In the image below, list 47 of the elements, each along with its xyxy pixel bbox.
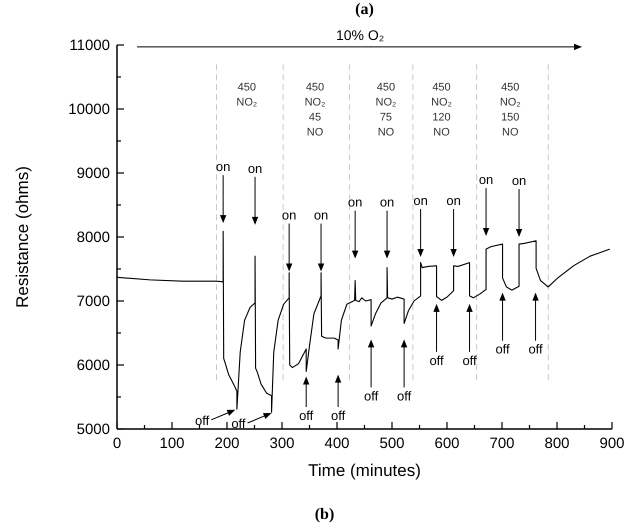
x-tick-label: 900 bbox=[599, 435, 624, 452]
annotation: 450 NO₂ bbox=[236, 81, 258, 108]
y-tick-label: 7000 bbox=[76, 293, 110, 310]
chart-title: (a) bbox=[355, 1, 374, 18]
annotation: off bbox=[495, 342, 510, 357]
y-tick-label: 6000 bbox=[76, 357, 110, 374]
annotation: off bbox=[330, 408, 346, 423]
annotation: 450 NO₂ 45 NO bbox=[304, 81, 326, 138]
annotation: on bbox=[248, 160, 262, 176]
annotation: on bbox=[348, 194, 362, 210]
annotation: on bbox=[413, 193, 428, 208]
x-tick-label: 500 bbox=[379, 435, 405, 452]
x-tick-label: 300 bbox=[269, 435, 295, 452]
x-tick-label: 0 bbox=[112, 435, 122, 452]
annotation: on bbox=[314, 208, 328, 223]
x-tick-label: 400 bbox=[324, 435, 350, 452]
y-axis-title: Resistance (ohms) bbox=[13, 166, 32, 308]
annotation: on bbox=[216, 159, 230, 174]
text: (b) bbox=[314, 506, 334, 523]
x-tick-label: 600 bbox=[434, 435, 460, 452]
x-axis-title: Time (minutes) bbox=[308, 461, 421, 480]
annotation: on bbox=[512, 173, 526, 188]
y-tick-label: 9000 bbox=[76, 165, 110, 182]
annotation: off bbox=[231, 416, 246, 431]
y-tick-label: 11000 bbox=[69, 37, 110, 54]
x-tick-label: 200 bbox=[214, 435, 240, 452]
annotation: 450 NO₂ 150 NO bbox=[500, 81, 521, 138]
annotation: 450 NO₂ 120 NO bbox=[431, 81, 452, 138]
annotation: on bbox=[446, 193, 461, 208]
y-tick-label: 5000 bbox=[76, 421, 110, 438]
annotation: off bbox=[396, 388, 412, 404]
x-tick-label: 800 bbox=[544, 435, 570, 452]
annotation: off bbox=[195, 412, 210, 428]
annotation: off bbox=[462, 352, 478, 368]
text: 10% O₂ bbox=[336, 26, 384, 43]
annotation: on bbox=[380, 194, 394, 210]
x-tick-label: 700 bbox=[489, 435, 515, 452]
y-tick-label: 10000 bbox=[68, 101, 110, 118]
annotation: off bbox=[364, 388, 379, 404]
x-tick-label: 100 bbox=[159, 435, 185, 452]
annotation: on bbox=[282, 208, 296, 223]
y-tick-label: 8000 bbox=[76, 229, 110, 246]
annotation: off bbox=[528, 342, 544, 357]
annotation: on bbox=[478, 172, 494, 188]
annotation: off bbox=[429, 352, 444, 368]
annotation: 450 NO₂ 75 NO bbox=[376, 81, 396, 138]
annotation: off bbox=[299, 408, 314, 423]
